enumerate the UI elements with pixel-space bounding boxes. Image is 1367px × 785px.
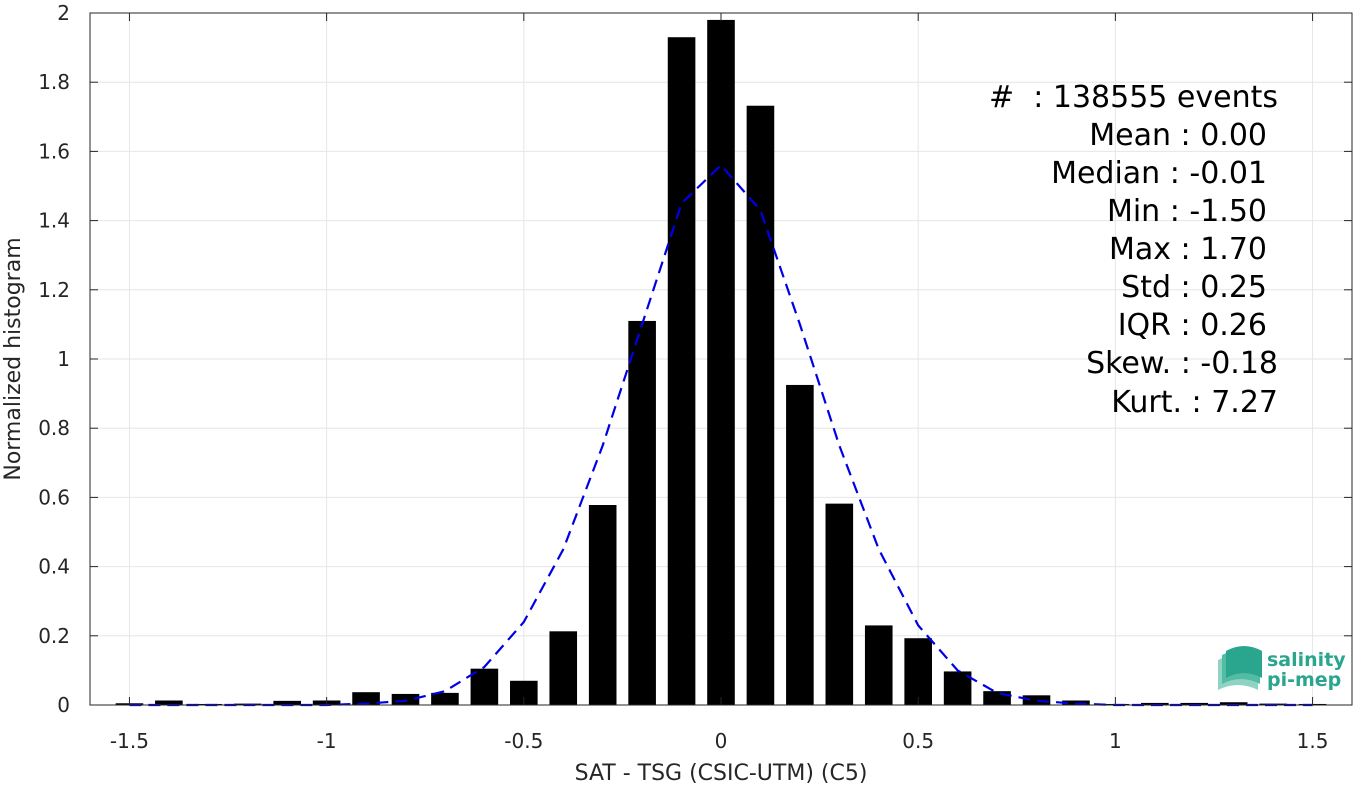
histogram-bar [786, 384, 814, 705]
stat-kurt: Kurt. : 7.27 [1111, 385, 1278, 420]
histogram-bar [1219, 702, 1248, 705]
x-tick-label: -1.5 [110, 729, 149, 753]
x-axis-title: SAT - TSG (CSIC-UTM) (C5) [575, 761, 868, 785]
histogram-bar [628, 320, 656, 705]
stat-max: Max : 1.70 [1109, 232, 1267, 267]
stat-iqr: IQR : 0.26 [1118, 308, 1267, 343]
histogram-bar [470, 668, 499, 705]
histogram-bar [707, 19, 735, 706]
histogram-bar [273, 700, 301, 705]
logo-line1: salinity [1267, 649, 1346, 671]
stat-skew: Skew. : -0.18 [1086, 346, 1278, 381]
y-axis-title: Normalized histogram [1, 237, 26, 480]
logo-line2: pi-mep [1267, 669, 1341, 691]
y-tick-label: 1.8 [38, 70, 70, 94]
histogram-bar [549, 631, 578, 705]
stat-mean: Mean : 0.00 [1089, 118, 1267, 153]
histogram-bar [904, 638, 932, 705]
histogram-bar [155, 700, 183, 705]
histogram-bar [1022, 695, 1051, 705]
histogram-bar [667, 37, 696, 706]
axis-ticks [90, 12, 1352, 706]
y-tick-labels: 0 0.2 0.4 0.6 0.8 1 1.2 1.4 1.6 1.8 2 [38, 1, 70, 717]
histogram-bars [115, 19, 1327, 706]
salinity-pi-mep-logo: salinity pi-mep [1218, 646, 1346, 691]
y-tick-label: 1.2 [38, 278, 70, 302]
statistics-annotation: # : 138555 events Mean : 0.00 Median : -… [989, 80, 1278, 420]
x-tick-label: 1 [1109, 729, 1122, 753]
x-tick-label: 1.5 [1297, 729, 1329, 753]
x-tick-label: -1 [317, 729, 337, 753]
y-tick-label: 0 [57, 693, 70, 717]
histogram-bar [825, 503, 854, 705]
y-tick-label: 0.8 [38, 416, 70, 440]
x-tick-label: -0.5 [504, 729, 543, 753]
stat-median: Median : -0.01 [1051, 156, 1267, 191]
histogram-bar [352, 692, 380, 705]
histogram-bar [588, 505, 617, 705]
wave-stack-icon [1218, 646, 1262, 690]
x-tick-label: 0 [715, 729, 728, 753]
histogram-bar [746, 105, 775, 705]
y-tick-label: 0.2 [38, 624, 70, 648]
histogram-bar [431, 692, 459, 705]
y-tick-label: 0.6 [38, 485, 70, 509]
stat-events: # : 138555 events [989, 80, 1278, 115]
x-tick-labels: -1.5 -1 -0.5 0 0.5 1 1.5 [110, 729, 1329, 753]
histogram-bar [983, 691, 1011, 705]
y-tick-label: 0.4 [38, 555, 70, 579]
stat-std: Std : 0.25 [1121, 270, 1267, 305]
y-tick-label: 1.4 [38, 209, 70, 233]
y-tick-label: 2 [57, 1, 70, 25]
histogram-bar [943, 671, 972, 705]
histogram-bar [391, 693, 420, 705]
y-tick-label: 1.6 [38, 139, 70, 163]
stat-min: Min : -1.50 [1107, 194, 1267, 229]
y-tick-label: 1 [57, 347, 70, 371]
histogram-bar [864, 625, 893, 705]
x-tick-label: 0.5 [902, 729, 934, 753]
